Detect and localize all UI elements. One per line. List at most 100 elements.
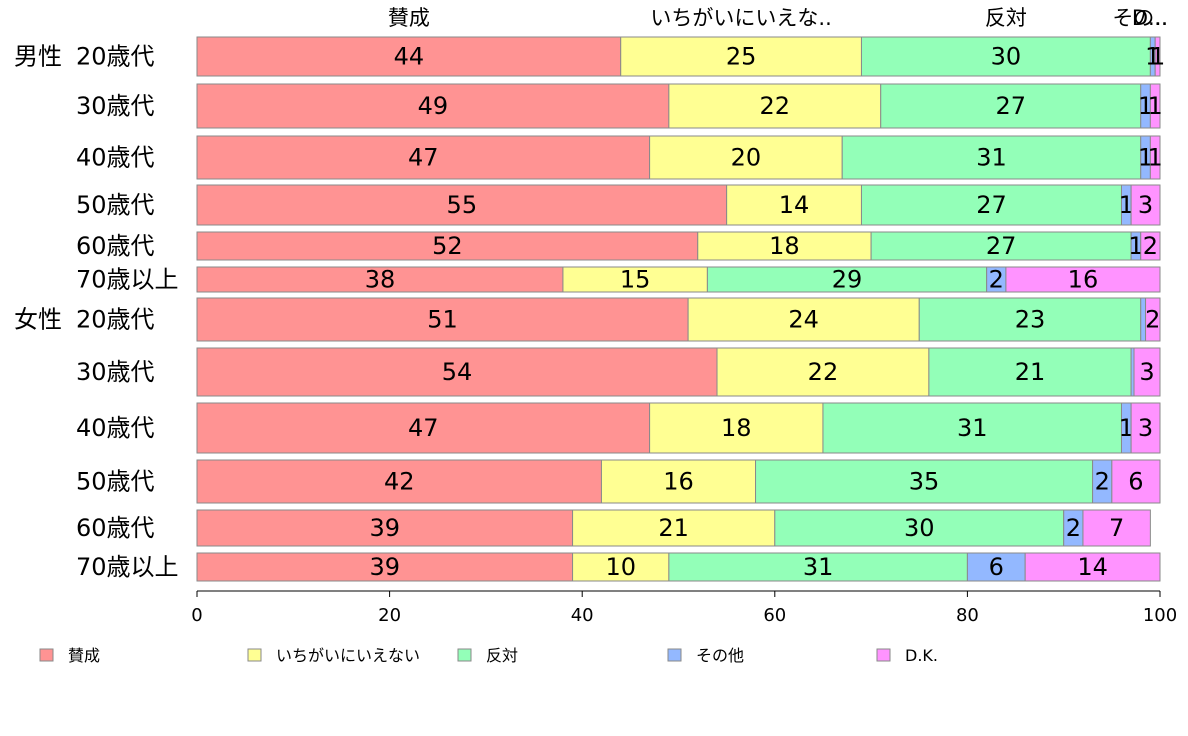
bar-segment — [572, 552, 670, 582]
bar-segment — [1140, 231, 1161, 261]
data-label: 14 — [779, 191, 810, 219]
data-label: 1 — [1138, 144, 1153, 172]
data-label: 2 — [1145, 306, 1160, 334]
data-label: 1 — [1119, 191, 1134, 219]
data-label: 27 — [986, 232, 1017, 260]
data-label: 49 — [418, 92, 449, 120]
data-label: 18 — [769, 232, 800, 260]
data-label: 6 — [989, 553, 1004, 581]
row-label: 20歳代 — [76, 43, 155, 71]
data-label: 35 — [909, 468, 940, 496]
bar-segment — [572, 509, 776, 547]
data-label: 18 — [721, 414, 752, 442]
data-label: 29 — [832, 266, 863, 294]
data-label: 39 — [370, 553, 401, 581]
bar-segment — [706, 266, 988, 293]
row-label: 40歳代 — [76, 414, 155, 442]
bar-segment — [966, 552, 1026, 582]
data-label: 30 — [991, 43, 1022, 71]
row-label: 60歳代 — [76, 232, 155, 260]
data-label: 1 — [1150, 43, 1165, 71]
bar-segment — [687, 297, 920, 342]
bar-segment — [1005, 266, 1161, 293]
data-label: 1 — [1119, 414, 1134, 442]
bar-segment — [1133, 347, 1161, 397]
x-tick-label: 80 — [956, 605, 979, 626]
data-label: 42 — [384, 468, 415, 496]
legend-swatch — [876, 648, 891, 662]
data-label: 16 — [663, 468, 694, 496]
bar-segment — [562, 266, 708, 293]
data-label: 15 — [620, 266, 651, 294]
data-label: 52 — [432, 232, 463, 260]
data-label: 21 — [1015, 358, 1046, 386]
data-label: 1 — [1138, 92, 1153, 120]
row-label: 70歳以上 — [76, 266, 179, 294]
data-label: 27 — [976, 191, 1007, 219]
bar-segment — [716, 347, 930, 397]
bar-segment — [1149, 135, 1161, 180]
data-label: 27 — [995, 92, 1026, 120]
legend-label: 反対 — [486, 646, 518, 665]
bar-segment — [860, 184, 1122, 226]
data-label: 47 — [408, 144, 439, 172]
bar-segment — [620, 36, 862, 77]
legend-swatch — [457, 648, 472, 662]
data-label: 54 — [442, 358, 473, 386]
row-label: 50歳代 — [76, 468, 155, 496]
data-label: 1 — [1148, 92, 1163, 120]
bar-segment — [196, 135, 651, 180]
data-label: 39 — [370, 514, 401, 542]
data-label: 3 — [1138, 414, 1153, 442]
row-label: 30歳代 — [76, 92, 155, 120]
bar-segment — [196, 552, 574, 582]
data-label: 23 — [1015, 306, 1046, 334]
row-label: 20歳代 — [76, 306, 155, 334]
bar-segment — [870, 231, 1132, 261]
bar-segment — [1145, 297, 1161, 342]
data-label: 14 — [1077, 553, 1108, 581]
data-label: 6 — [1128, 468, 1143, 496]
data-label: 20 — [731, 144, 762, 172]
column-header: いちがいにいえな.. — [650, 6, 831, 30]
data-label: 22 — [760, 92, 791, 120]
data-label: 3 — [1139, 358, 1154, 386]
column-header: その.. — [1112, 6, 1167, 30]
data-label: 2 — [1095, 468, 1110, 496]
x-tick-label: 20 — [378, 605, 401, 626]
group-label: 男性 — [14, 43, 62, 71]
row-label: 50歳代 — [76, 191, 155, 219]
data-label: 16 — [1068, 266, 1099, 294]
legend-swatch — [247, 648, 262, 662]
x-tick-label: 60 — [763, 605, 786, 626]
bar-segment — [196, 184, 728, 226]
data-label: 22 — [808, 358, 839, 386]
data-label: 38 — [365, 266, 396, 294]
data-label: 55 — [447, 191, 478, 219]
bar-segment — [755, 459, 1094, 504]
data-label: 2 — [1066, 514, 1081, 542]
bar-segment — [822, 402, 1122, 454]
bar-segment — [774, 509, 1065, 547]
bar-segment — [649, 402, 824, 454]
bar-segment — [1082, 509, 1151, 547]
data-label: 51 — [427, 306, 458, 334]
legend-swatch — [39, 648, 54, 662]
data-label: 47 — [408, 414, 439, 442]
bar-segment — [1130, 402, 1161, 454]
bar-segment — [860, 36, 1151, 77]
data-label: 31 — [803, 553, 834, 581]
bar-segment — [196, 36, 622, 77]
data-label: 7 — [1109, 514, 1124, 542]
bar-segment — [196, 459, 602, 504]
data-label: 31 — [976, 144, 1007, 172]
bar-segment — [1149, 83, 1161, 129]
column-header: 賛成 — [388, 6, 430, 30]
bar-segment — [697, 231, 872, 261]
data-label: 21 — [658, 514, 689, 542]
x-tick-label: 100 — [1143, 605, 1177, 626]
bar-segment — [918, 297, 1142, 342]
legend-label: いちがいにいえない — [276, 646, 420, 665]
row-label: 30歳代 — [76, 358, 155, 386]
bar-segment — [196, 402, 651, 454]
